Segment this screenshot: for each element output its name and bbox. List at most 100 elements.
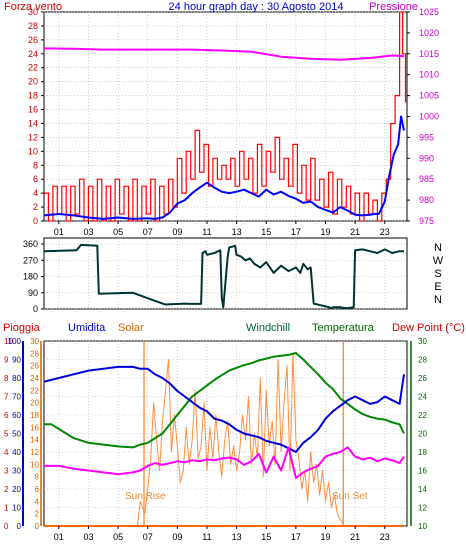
- x-tick-label: 05: [113, 532, 123, 542]
- humidity-tick-label: 10: [12, 504, 21, 513]
- solar-tick-label: 30: [30, 337, 39, 346]
- wind-tick-label: 18: [28, 91, 38, 101]
- humidity-tick-label: 40: [12, 448, 21, 457]
- compass-label: N: [434, 294, 442, 306]
- humidity-tick-label: 100: [8, 337, 22, 346]
- x-tick-label: 19: [321, 227, 331, 237]
- wind-direction-series: [43, 243, 404, 310]
- wind-tick-label: 16: [28, 105, 38, 115]
- solar-tick-label: 28: [30, 349, 39, 358]
- humidity-tick-label: 90: [12, 356, 21, 365]
- temperature-tick-label: 10: [418, 522, 427, 531]
- direction-tick-label: 90: [28, 288, 38, 298]
- legend-temperatura: Temperatura: [312, 322, 375, 334]
- temperature-series: [44, 352, 405, 449]
- humidity-tick-label: 60: [12, 411, 21, 420]
- wind-tick-label: 20: [28, 77, 38, 87]
- direction-tick-label: 0: [33, 304, 38, 314]
- x-tick-label: 21: [350, 227, 360, 237]
- x-tick-label: 09: [172, 532, 182, 542]
- rain-tick-label: 0: [4, 522, 9, 531]
- rain-tick-label: 4: [4, 448, 9, 457]
- rain-tick-label: 5: [4, 430, 9, 439]
- x-tick-label: 11: [202, 532, 211, 542]
- temperature-tick-label: 18: [418, 448, 427, 457]
- solar-series: [136, 352, 346, 527]
- legend-pioggia: Pioggia: [3, 322, 41, 334]
- solar-tick-label: 0: [35, 522, 40, 531]
- wind-tick-label: 4: [33, 188, 38, 198]
- x-tick-label: 03: [83, 532, 93, 542]
- rain-tick-label: 7: [4, 393, 9, 402]
- direction-tick-label: 180: [23, 272, 38, 282]
- wind-speed-series: [43, 115, 405, 220]
- compass-label: S: [434, 268, 441, 280]
- x-tick-label: 23: [380, 227, 390, 237]
- rain-tick-label: 6: [4, 411, 9, 420]
- x-tick-label: 15: [261, 532, 271, 542]
- temperature-tick-label: 26: [418, 374, 427, 383]
- rain-tick-label: 9: [4, 356, 9, 365]
- humidity-tick-label: 0: [17, 522, 22, 531]
- chart-title: 24 hour graph day : 30 Agosto 2014: [169, 1, 344, 13]
- solar-tick-label: 26: [30, 362, 39, 371]
- solar-tick-label: 8: [35, 473, 40, 482]
- x-tick-label: 13: [232, 532, 242, 542]
- x-tick-label: 17: [291, 532, 301, 542]
- humidity-tick-label: 70: [12, 393, 21, 402]
- direction-tick-label: 270: [23, 255, 38, 265]
- temperature-tick-label: 14: [418, 485, 427, 494]
- climate-panel: 0123456789100102030405060708090100024681…: [3, 322, 465, 542]
- pressure-tick-label: 975: [419, 216, 434, 226]
- legend-dewpoint: Dew Point (°C): [392, 322, 465, 334]
- x-tick-label: 21: [350, 532, 360, 542]
- temperature-tick-label: 20: [418, 430, 427, 439]
- solar-tick-label: 6: [35, 485, 40, 494]
- wind-tick-label: 2: [33, 202, 38, 212]
- wind-tick-label: 30: [28, 7, 38, 17]
- pressure-tick-label: 1015: [419, 49, 439, 59]
- legend-windchill: Windchill: [246, 322, 290, 334]
- rain-tick-label: 8: [4, 374, 9, 383]
- solar-tick-label: 16: [30, 423, 39, 432]
- x-tick-label: 05: [113, 227, 123, 237]
- gust-series: [44, 11, 407, 222]
- x-tick-label: 03: [83, 227, 93, 237]
- pressure-tick-label: 985: [419, 174, 434, 184]
- temperature-tick-label: 30: [418, 337, 427, 346]
- sunrise-label: Sun Rise: [125, 491, 166, 502]
- pressure-axis-title: Pressione: [369, 1, 418, 13]
- solar-tick-label: 2: [35, 510, 40, 519]
- pressure-tick-label: 1020: [419, 28, 439, 38]
- x-tick-label: 17: [291, 227, 301, 237]
- compass-label: W: [433, 255, 444, 267]
- pressure-tick-label: 1005: [419, 91, 439, 101]
- temperature-tick-label: 28: [418, 356, 427, 365]
- wind-tick-label: 12: [28, 132, 38, 142]
- solar-tick-label: 4: [35, 497, 40, 506]
- solar-tick-label: 14: [30, 436, 39, 445]
- temperature-tick-label: 22: [418, 411, 427, 420]
- direction-tick-label: 360: [23, 239, 38, 249]
- solar-tick-label: 22: [30, 386, 39, 395]
- humidity-tick-label: 30: [12, 467, 21, 476]
- wind-tick-label: 8: [33, 160, 38, 170]
- wind-tick-label: 6: [33, 174, 38, 184]
- pressure-tick-label: 1000: [419, 112, 439, 122]
- solar-tick-label: 10: [30, 460, 39, 469]
- x-tick-label: 01: [54, 532, 64, 542]
- rain-tick-label: 10: [4, 337, 13, 346]
- x-tick-label: 15: [261, 227, 271, 237]
- pressure-tick-label: 995: [419, 132, 434, 142]
- solar-tick-label: 12: [30, 448, 39, 457]
- x-tick-label: 01: [54, 227, 64, 237]
- compass-label: E: [434, 281, 441, 293]
- rain-tick-label: 2: [4, 485, 9, 494]
- wind-tick-label: 10: [28, 146, 38, 156]
- humidity-tick-label: 50: [12, 430, 21, 439]
- compass-label: N: [434, 242, 442, 254]
- solar-tick-label: 18: [30, 411, 39, 420]
- dewpoint-series: [44, 446, 405, 479]
